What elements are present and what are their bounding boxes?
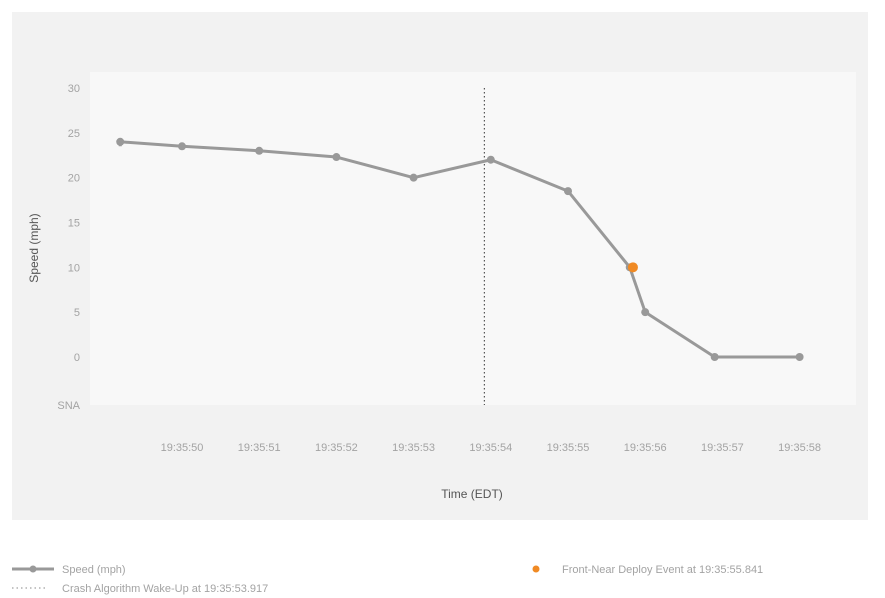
x-axis-title: Time (EDT) bbox=[441, 487, 503, 501]
legend-speed-marker bbox=[29, 565, 37, 573]
speed-point bbox=[564, 187, 572, 196]
y-tick-label: 0 bbox=[74, 352, 80, 364]
speed-point bbox=[255, 146, 264, 155]
speed-point bbox=[641, 308, 650, 317]
speed-point bbox=[409, 173, 418, 182]
speed-point bbox=[178, 142, 186, 151]
legend-deploy-label: Front-Near Deploy Event at 19:35:55.841 bbox=[562, 564, 763, 576]
legend-entry-speed: Speed (mph) bbox=[12, 564, 126, 576]
x-tick-label: 19:35:56 bbox=[624, 442, 667, 454]
x-tick-label: 19:35:52 bbox=[315, 442, 358, 454]
deploy-event-marker bbox=[627, 262, 638, 273]
speed-point bbox=[795, 353, 804, 361]
x-tick-label: 19:35:50 bbox=[161, 442, 204, 454]
y-tick-label: 5 bbox=[74, 307, 80, 319]
y-tick-label: 15 bbox=[68, 218, 80, 230]
x-tick-label: 19:35:51 bbox=[238, 442, 281, 454]
y-tick-label: 10 bbox=[68, 262, 80, 274]
x-tick-label: 19:35:57 bbox=[701, 442, 744, 454]
y-tick-label: 30 bbox=[68, 83, 80, 95]
speed-line bbox=[118, 140, 800, 359]
x-tick-label: 19:35:53 bbox=[392, 442, 435, 454]
x-tick-label: 19:35:54 bbox=[469, 442, 512, 454]
y-axis-title: Speed (mph) bbox=[27, 213, 41, 282]
speed-point bbox=[116, 137, 125, 146]
legend-deploy-marker bbox=[532, 565, 540, 573]
x-tick-label: 19:35:58 bbox=[778, 442, 821, 454]
plot-area bbox=[90, 72, 856, 405]
y-tick-label: SNA bbox=[57, 400, 80, 412]
speed-point bbox=[332, 153, 341, 162]
y-tick-label: 20 bbox=[68, 173, 80, 185]
speed-point bbox=[710, 353, 719, 361]
legend-entry-wakeup: Crash Algorithm Wake-Up at 19:35:53.917 bbox=[12, 583, 268, 595]
legend-entry-deploy: Front-Near Deploy Event at 19:35:55.841 bbox=[532, 564, 763, 576]
legend-speed-label: Speed (mph) bbox=[62, 564, 126, 576]
y-tick-label: 25 bbox=[68, 128, 80, 140]
legend-wakeup-label: Crash Algorithm Wake-Up at 19:35:53.917 bbox=[62, 583, 268, 595]
x-tick-label: 19:35:55 bbox=[547, 442, 590, 454]
legend: Speed (mph) Crash Algorithm Wake-Up at 1… bbox=[12, 564, 763, 595]
speed-point bbox=[486, 155, 495, 164]
